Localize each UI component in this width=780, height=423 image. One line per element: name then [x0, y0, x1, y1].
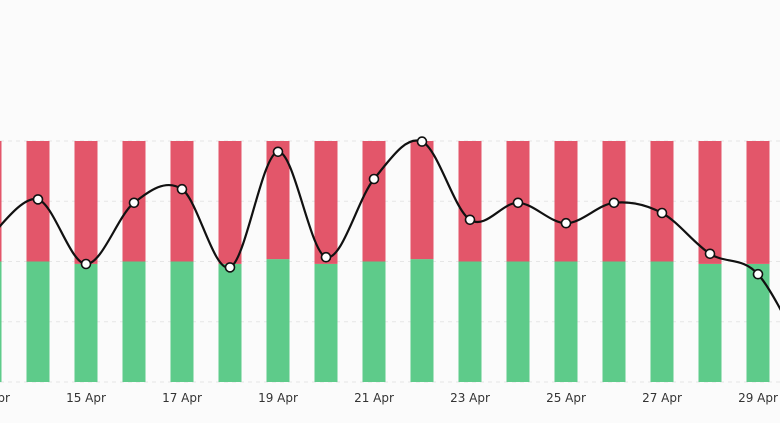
bar-upper [170, 141, 194, 262]
bar-upper [218, 141, 242, 264]
bar-upper [314, 141, 338, 264]
bar-lower [650, 261, 674, 382]
line-point [752, 268, 764, 280]
line-point [368, 173, 380, 185]
trend-points [32, 136, 764, 280]
line-point [176, 183, 188, 195]
bar-lower [362, 261, 386, 382]
bar-lower [218, 263, 242, 382]
bar-lower [554, 261, 578, 382]
bar-lower [266, 259, 290, 382]
x-tick-label: 15 Apr [66, 391, 106, 405]
bar-upper [0, 141, 2, 262]
line-point [416, 136, 428, 147]
x-tick-label: 27 Apr [642, 391, 682, 405]
x-tick-label: 25 Apr [546, 391, 586, 405]
bar-lower [74, 263, 98, 382]
bar-lower [0, 261, 2, 382]
line-point [224, 262, 236, 273]
x-tick-label: 29 Apr [738, 391, 778, 405]
bar-lower [746, 263, 770, 382]
line-point [560, 217, 572, 229]
x-tick-label: 23 Apr [450, 391, 490, 405]
x-tick-label: 19 Apr [258, 391, 298, 405]
line-point [512, 197, 524, 209]
bar-lower [506, 261, 530, 382]
line-point [272, 146, 284, 158]
x-tick-label: 21 Apr [354, 391, 394, 405]
bar-upper [410, 141, 434, 260]
x-tick-label: 17 Apr [162, 391, 202, 405]
bar-upper [650, 141, 674, 262]
bar-lower [458, 261, 482, 382]
bar-upper [362, 141, 386, 262]
bar-upper [554, 141, 578, 262]
bar-upper [746, 141, 770, 264]
line-point [320, 251, 332, 263]
x-tick-label: 13 Apr [0, 391, 10, 405]
bar-upper [266, 141, 290, 260]
bar-lower [602, 261, 626, 382]
bar-series [0, 141, 770, 382]
bar-upper [698, 141, 722, 264]
bar-upper [458, 141, 482, 262]
bar-lower [26, 261, 50, 382]
line-point [128, 197, 140, 209]
bar-upper [74, 141, 98, 264]
line-point [32, 194, 44, 205]
line-point [80, 258, 92, 270]
bar-lower [122, 261, 146, 382]
line-point [704, 248, 716, 260]
line-point [656, 207, 668, 219]
x-axis-ticks: 13 Apr 15 Apr 17 Apr 19 Apr 21 Apr 23 Apr 25 A… [0, 391, 778, 405]
line-point [608, 197, 620, 209]
bar-lower [170, 261, 194, 382]
bar-lower [698, 263, 722, 382]
line-point [464, 214, 476, 226]
bar-lower [314, 263, 338, 382]
bar-lower [410, 259, 434, 382]
